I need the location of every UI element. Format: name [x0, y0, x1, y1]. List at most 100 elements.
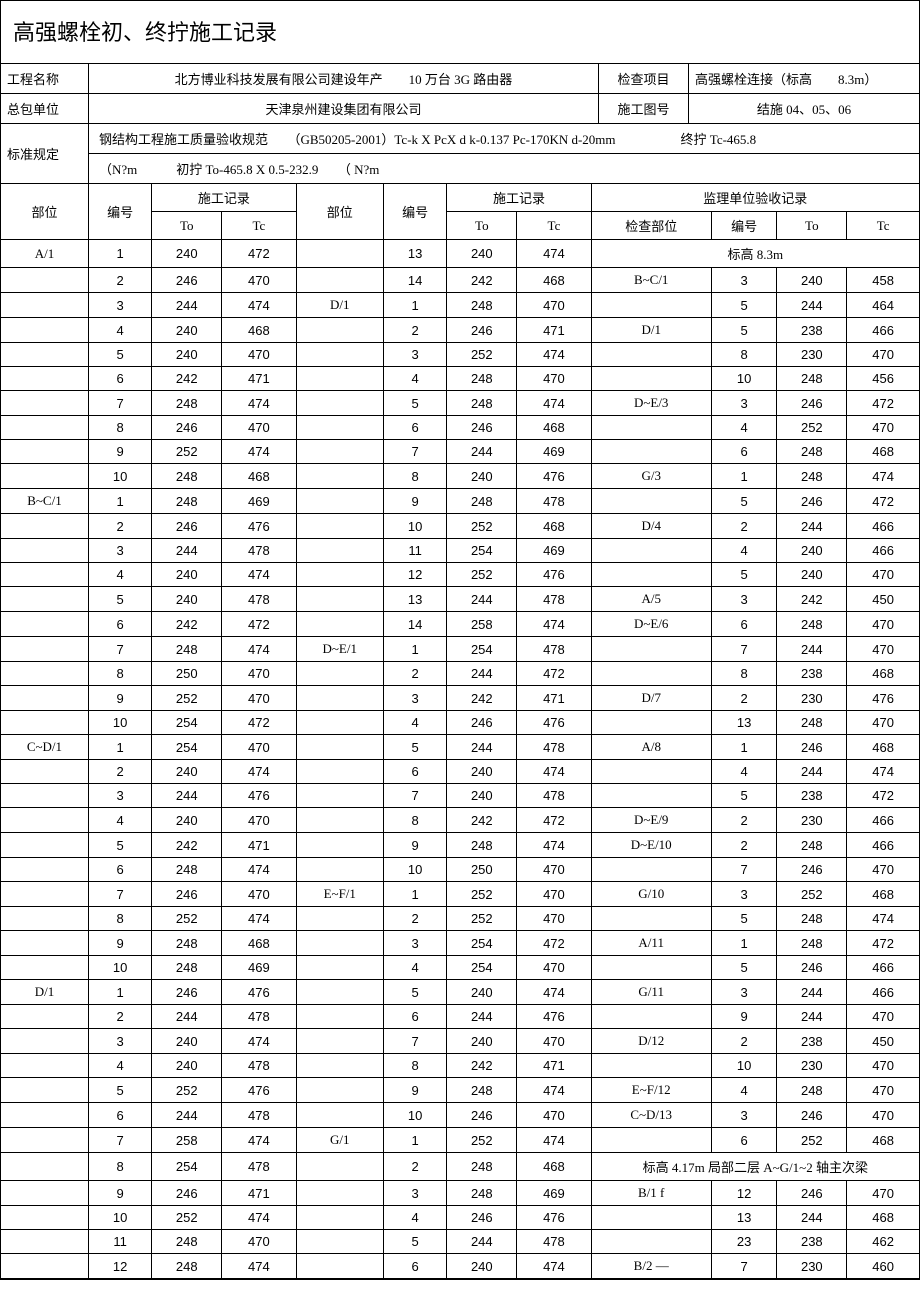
table-cell: 248: [777, 711, 847, 735]
table-cell: 474: [222, 760, 296, 784]
table-cell: [296, 1005, 383, 1029]
table-cell: 472: [222, 240, 296, 268]
table-cell: 476: [517, 1206, 591, 1230]
table-row: 92464713248469B/1 f12246470: [1, 1181, 919, 1206]
table-cell: 474: [517, 391, 591, 416]
table-cell: 3: [88, 293, 151, 318]
table-cell: [296, 343, 383, 367]
th-rec2: 施工记录: [447, 184, 591, 212]
table-cell: [1, 833, 88, 858]
table-cell: 10: [711, 1054, 777, 1078]
table-cell: 478: [517, 587, 591, 612]
table-cell: 254: [152, 1153, 222, 1181]
table-cell: [296, 686, 383, 711]
table-cell: 472: [847, 931, 919, 956]
table-cell: 242: [152, 612, 222, 637]
table-cell: 472: [847, 784, 919, 808]
table-cell: [296, 587, 383, 612]
table-cell: 238: [777, 784, 847, 808]
table-cell: 470: [222, 268, 296, 293]
table-cell: 470: [517, 367, 591, 391]
table-cell: 10: [88, 711, 151, 735]
table-cell: 469: [222, 489, 296, 514]
table-cell: 476: [222, 980, 296, 1005]
table-cell: 254: [447, 931, 517, 956]
table-cell: [591, 1054, 711, 1078]
table-cell: 466: [847, 318, 919, 343]
table-cell: 478: [517, 1230, 591, 1254]
table-cell: 3: [383, 686, 446, 711]
table-cell: 2: [711, 514, 777, 539]
table-cell: 14: [383, 268, 446, 293]
table-cell: [591, 1128, 711, 1153]
table-cell: [591, 440, 711, 464]
table-cell: 1: [88, 489, 151, 514]
th-to2: To: [447, 212, 517, 240]
table-cell: 10: [711, 367, 777, 391]
table-cell: [1, 882, 88, 907]
table-cell: 471: [222, 367, 296, 391]
table-cell: 456: [847, 367, 919, 391]
table-cell: 250: [447, 858, 517, 882]
table-cell: 240: [152, 343, 222, 367]
table-cell: 254: [447, 539, 517, 563]
table-cell: [296, 563, 383, 587]
table-cell: 470: [222, 808, 296, 833]
table-cell: 450: [847, 1029, 919, 1054]
table-cell: 468: [847, 735, 919, 760]
table-row: 3244474D/112484705244464: [1, 293, 919, 318]
table-cell: 248: [152, 637, 222, 662]
table-cell: 238: [777, 662, 847, 686]
table-cell: [296, 391, 383, 416]
table-cell: 470: [517, 882, 591, 907]
table-cell: 9: [88, 686, 151, 711]
table-cell: 240: [152, 1054, 222, 1078]
table-cell: [296, 858, 383, 882]
table-cell: D/1: [1, 980, 88, 1005]
table-cell: 3: [88, 1029, 151, 1054]
table-cell: 471: [517, 1054, 591, 1078]
table-row: 102484688240476G/31248474: [1, 464, 919, 489]
table-cell: A/1: [1, 240, 88, 268]
table-cell: 7: [383, 440, 446, 464]
table-cell: 478: [222, 587, 296, 612]
table-cell: 471: [222, 1181, 296, 1206]
table-cell: 248: [152, 489, 222, 514]
table-cell: 244: [777, 760, 847, 784]
table-cell: [296, 907, 383, 931]
table-cell: 7: [383, 1029, 446, 1054]
table-cell: 240: [447, 1254, 517, 1279]
table-cell: 8: [88, 662, 151, 686]
table-cell: B/2 —: [591, 1254, 711, 1279]
table-cell: 244: [777, 514, 847, 539]
table-cell: 470: [847, 1005, 919, 1029]
table-cell: 246: [152, 980, 222, 1005]
table-cell: 474: [517, 1078, 591, 1103]
table-row: 624247214258474D~E/66248470: [1, 612, 919, 637]
table-cell: 1: [711, 931, 777, 956]
table-cell: [296, 612, 383, 637]
table-cell: 248: [152, 1230, 222, 1254]
table-cell: 248: [152, 931, 222, 956]
table-cell: D~E/3: [591, 391, 711, 416]
table-cell: [1, 931, 88, 956]
table-cell: 466: [847, 808, 919, 833]
table-cell: [296, 980, 383, 1005]
table-cell: 7: [711, 1254, 777, 1279]
table-cell: 240: [777, 539, 847, 563]
table-cell: 12: [383, 563, 446, 587]
table-cell: [296, 1254, 383, 1279]
table-cell: 3: [711, 268, 777, 293]
table-cell: 474: [222, 907, 296, 931]
table-cell: 240: [447, 760, 517, 784]
table-cell: 470: [847, 858, 919, 882]
table-cell: 240: [777, 268, 847, 293]
table-cell: 474: [222, 1128, 296, 1153]
table-cell: 9: [383, 833, 446, 858]
hdr-value-check: 高强螺栓连接（标高 8.3m）: [689, 64, 919, 93]
table-cell: 468: [847, 882, 919, 907]
table-cell: 246: [447, 1206, 517, 1230]
table-cell: 246: [152, 882, 222, 907]
table-cell: 3: [711, 1103, 777, 1128]
table-cell: 5: [711, 293, 777, 318]
